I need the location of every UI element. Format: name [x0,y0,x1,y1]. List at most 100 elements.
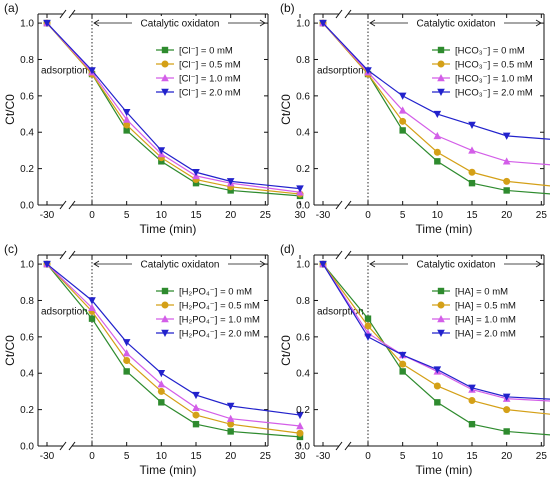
data-point [122,115,131,123]
data-point [399,117,407,125]
axis-break-mark [68,250,76,260]
axis-break-mark [335,9,343,19]
axis-break-mark [335,200,343,210]
phase-label: Catalytic oxidaton [141,19,220,30]
data-point [226,402,235,410]
legend-marker [161,46,169,54]
x-axis-title: Time (min) [140,463,197,477]
panel-label: (d) [280,242,295,256]
legend-label: [HA] = 1.0 mM [455,315,516,326]
data-point [158,399,165,406]
x-tick-label: 20 [501,451,513,462]
x-tick-label: 10 [432,210,444,221]
x-tick-label: 10 [156,451,168,462]
y-tick-label: 0.4 [20,369,34,380]
data-point [192,391,200,400]
legend-label: [HCO₃⁻] = 2.0 mM [455,88,533,99]
y-axis-title: Ct/C0 [3,335,17,366]
panel-label: (a) [4,1,19,15]
data-point [468,168,476,176]
legend-marker [161,315,169,323]
data-point [296,185,304,193]
panel-label: (b) [280,1,295,15]
y-tick-label: 0.8 [20,55,34,66]
y-tick-label: 1.0 [20,260,34,271]
y-tick-label: 0.8 [296,296,310,307]
data-point [364,322,372,330]
data-point [399,368,406,375]
legend-label: [Cl⁻] = 0 mM [179,46,233,57]
data-point [433,148,441,156]
x-tick-label: 5 [400,210,406,221]
legend-label: [HCO₃⁻] = 0.5 mM [455,60,533,71]
y-tick-label: 0.6 [296,91,310,102]
series-1 [319,260,550,436]
legend-marker [437,74,445,82]
data-point [88,303,96,311]
legend: [Cl⁻] = 0 mM [Cl⁻] = 0.5 mM [Cl⁻] = 1.0 mM… [156,46,241,99]
legend-marker [437,88,445,96]
chart-panel: (b) 0.0 0.2 0.4 0.6 0.8 1.0 -30 0 5 10 15 20 25 30 Time… [279,1,550,236]
data-point [319,19,327,28]
data-point [192,169,200,177]
data-point [503,428,510,435]
data-point [43,260,51,269]
legend-marker [437,46,445,54]
legend-label: [HA] = 0.5 mM [455,301,516,312]
data-point [364,315,372,322]
data-point [434,158,441,165]
x-tick-label: 25 [260,451,272,462]
data-point [122,339,131,347]
x-tick-label: 25 [536,210,548,221]
series-4 [43,260,304,420]
y-tick-label: 0.0 [296,442,310,453]
arrow-head-right [535,260,542,268]
legend-marker [437,329,445,337]
legend-marker [437,315,445,323]
x-axis-title: Time (min) [140,222,197,236]
arrow-head-left [369,260,376,268]
data-point [398,92,407,100]
data-point [123,127,130,134]
x-tick-label: 20 [225,210,237,221]
axis-break-mark [59,9,67,19]
chart-panel: (d) 0.0 0.2 0.4 0.6 0.8 1.0 -30 0 5 10 15 20 25 30 Time… [279,242,550,477]
axis-break-mark [59,441,67,451]
y-tick-label: 0.4 [20,128,34,139]
x-tick-label: 10 [432,451,444,462]
arrow-head-right [259,260,266,268]
data-point [364,333,372,341]
axis-break-mark [68,200,76,210]
x-tick-label: 15 [466,210,478,221]
legend-marker [437,60,445,68]
axis-break-mark [68,9,76,19]
chart-panel: (c) 0.0 0.2 0.4 0.6 0.8 1.0 -30 0 5 10 15 20 25 30 Time… [3,242,306,477]
series-4 [319,260,550,401]
legend-marker [161,329,169,337]
x-tick-label: 20 [225,451,237,462]
y-tick-label: 0.2 [296,164,310,175]
data-point [123,357,131,365]
data-point [122,109,131,117]
data-point [399,127,406,134]
data-point [88,297,96,305]
y-tick-label: 0.2 [20,164,34,175]
legend-marker [437,287,445,295]
data-point [227,420,235,428]
data-point [227,187,234,194]
data-point [502,393,511,401]
y-tick-label: 1.0 [20,19,34,30]
y-tick-label: 1.0 [296,260,310,271]
x-tick-label: -30 [316,451,331,462]
axis-break-mark [335,441,343,451]
adsorption-label: adsorption [41,306,88,317]
data-point [123,121,131,129]
x-tick-label: 0 [89,451,95,462]
x-tick-label: 30 [294,451,306,462]
adsorption-label: adsorption [317,65,364,76]
data-point [433,110,442,119]
data-point [192,179,200,187]
arrow-head-left [93,19,100,27]
data-point [296,421,304,430]
series-line [46,22,301,197]
